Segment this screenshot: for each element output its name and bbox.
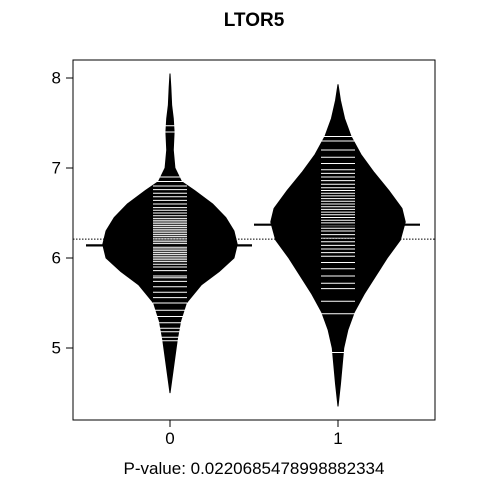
- x-tick-label: 0: [165, 429, 174, 448]
- y-tick-label: 5: [52, 339, 61, 358]
- bean-layer: [86, 73, 420, 407]
- y-tick-label: 8: [52, 69, 61, 88]
- y-tick-label: 7: [52, 159, 61, 178]
- x-axis-label: P-value: 0.0220685478998882334: [124, 459, 385, 478]
- y-tick-label: 6: [52, 249, 61, 268]
- x-tick-label: 1: [333, 429, 342, 448]
- y-axis: 5 6 7 8: [52, 69, 73, 358]
- chart-title: LTOR5: [224, 10, 285, 31]
- plot-frame: [72, 59, 436, 421]
